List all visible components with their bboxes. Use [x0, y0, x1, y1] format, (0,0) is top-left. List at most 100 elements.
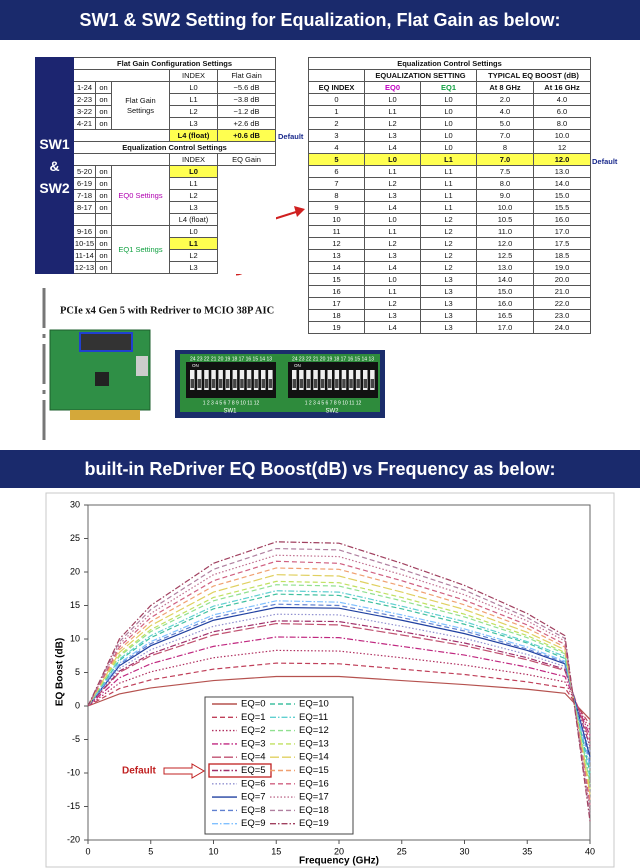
y-tick-label: -10	[67, 767, 80, 777]
header-cell: EQ INDEX	[308, 81, 365, 94]
data-line	[87, 567, 591, 800]
cell: 1	[308, 105, 365, 118]
legend-label: EQ=18	[299, 805, 329, 816]
row: 6-19 on L1	[36, 177, 276, 190]
cell: L1	[420, 165, 477, 178]
group-header: EQUALIZATION SETTING	[364, 69, 477, 82]
data-line	[87, 600, 591, 768]
cell: 3	[308, 129, 365, 142]
cell: 20.0	[532, 273, 592, 286]
cell: 2	[308, 117, 365, 130]
cell: 16.0	[476, 297, 534, 310]
cell: L3	[420, 285, 477, 298]
cell: L0	[169, 81, 218, 94]
cell: on	[95, 201, 112, 214]
switch-knob	[240, 379, 244, 388]
row: 9 L4 L1 10.0 15.5	[308, 201, 592, 214]
blank-cell	[95, 213, 112, 226]
cell: L1	[364, 225, 421, 238]
cell: 15.5	[532, 201, 592, 214]
y-tick-label: 20	[70, 566, 80, 576]
cell: 11-14	[73, 249, 96, 262]
header-cell: EQ1	[420, 81, 477, 94]
cell: 7.0	[476, 129, 534, 142]
cell: L0	[169, 225, 218, 238]
cell: L4	[364, 141, 421, 154]
switch-knob	[306, 379, 311, 388]
cell: 21.0	[532, 285, 592, 298]
blank-cell	[217, 165, 276, 274]
cell: L3	[364, 249, 421, 262]
board-caption: PCIe x4 Gen 5 with Redriver to MCIO 38P …	[60, 305, 274, 316]
cell: L0	[364, 93, 421, 106]
row: 5 L0 L1 7.0 12.0	[308, 153, 592, 166]
cell: 23.0	[532, 309, 592, 322]
blank-cell	[73, 153, 170, 166]
cell: 16.5	[476, 309, 534, 322]
header-bar	[0, 450, 640, 488]
cell: 10	[308, 213, 365, 226]
cell: 4	[308, 141, 365, 154]
switch-knob	[370, 379, 375, 388]
switch-knob	[342, 379, 346, 388]
legend-label: EQ=12	[299, 725, 329, 736]
legend-label: EQ=11	[299, 712, 328, 723]
row: 1 L1 L0 4.0 6.0	[308, 105, 592, 118]
legend-label: EQ=8	[241, 805, 266, 816]
cell: 14	[308, 261, 365, 274]
switch-table: SW1 & SW2 Flat Gain Configuration Setting…	[35, 57, 277, 274]
cell: L0	[169, 165, 218, 178]
cell: 19	[308, 321, 365, 334]
cell: L3	[420, 309, 477, 322]
switch-knob	[190, 379, 194, 388]
cell: 16	[308, 285, 365, 298]
cell: 10.0	[476, 201, 534, 214]
switch-knob	[320, 379, 325, 388]
cell: 11	[308, 225, 365, 238]
cell: −3.8 dB	[216, 93, 277, 106]
cell: 7.0	[476, 153, 534, 166]
cell: L0	[420, 105, 477, 118]
cell: L0	[420, 129, 477, 142]
legend-label: EQ=0	[241, 699, 266, 710]
cell: L1	[169, 237, 218, 250]
row: 7 L2 L1 8.0 14.0	[308, 177, 592, 190]
y-tick-label: 25	[70, 533, 80, 543]
data-line	[87, 580, 591, 790]
cell: 10.5	[476, 213, 534, 226]
x-tick-label: 0	[85, 846, 90, 856]
legend-label: EQ=17	[299, 792, 329, 803]
row: 14 L4 L2 13.0 19.0	[308, 261, 592, 274]
cell: L1	[364, 165, 421, 178]
switch-knob	[356, 379, 360, 388]
cell: 10-15	[73, 237, 96, 250]
cell: on	[95, 93, 112, 106]
x-tick-label: 25	[397, 846, 407, 856]
cell: 2-23	[73, 93, 96, 106]
x-tick-label: 30	[459, 846, 469, 856]
annotation: Default	[122, 766, 157, 777]
cell: L3	[169, 201, 218, 214]
legend-label: EQ=1	[241, 712, 266, 723]
settings-label: EQ1 Settings	[111, 225, 170, 274]
y-tick-label: 15	[70, 600, 80, 610]
header-cell: Flat Gain	[216, 69, 277, 82]
cell: L2	[169, 189, 218, 202]
x-axis-title: Frequency (GHz)	[299, 856, 379, 867]
row: 5-20 on EQ0 Settings L0	[36, 165, 276, 274]
cell: L3	[420, 273, 477, 286]
row: 19 L4 L3 17.0 24.0	[308, 321, 592, 334]
cell: 7	[308, 177, 365, 190]
cell: 15.0	[476, 285, 534, 298]
switch-knob	[226, 379, 230, 388]
header-cell: INDEX	[169, 153, 218, 166]
row: 0 L0 L0 2.0 4.0	[308, 93, 592, 106]
cell: 13.0	[476, 261, 534, 274]
blank-cell	[73, 129, 170, 142]
cell: on	[95, 105, 112, 118]
blank-cell	[73, 69, 170, 82]
x-tick-label: 40	[585, 846, 595, 856]
cell: L2	[420, 261, 477, 274]
cell: +2.6 dB	[216, 117, 277, 130]
cell: on	[95, 189, 112, 202]
